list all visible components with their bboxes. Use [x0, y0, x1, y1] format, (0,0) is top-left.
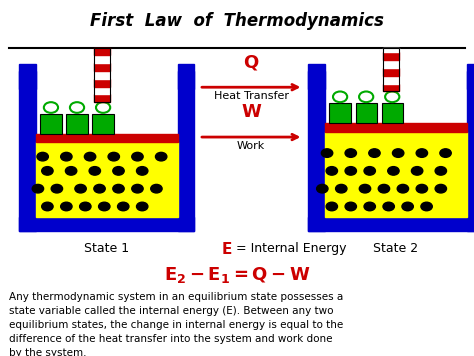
- Circle shape: [61, 152, 72, 161]
- Bar: [94, 48, 110, 102]
- Bar: [40, 114, 62, 134]
- Circle shape: [132, 184, 143, 193]
- Circle shape: [113, 184, 124, 193]
- Bar: [325, 132, 467, 217]
- Bar: [383, 60, 399, 68]
- Circle shape: [402, 202, 413, 211]
- Circle shape: [65, 167, 77, 175]
- Bar: [467, 64, 474, 89]
- Circle shape: [84, 152, 96, 161]
- Bar: [19, 71, 36, 231]
- Circle shape: [118, 202, 129, 211]
- Circle shape: [326, 167, 337, 175]
- Bar: [356, 103, 377, 123]
- Bar: [329, 103, 351, 123]
- Circle shape: [113, 167, 124, 175]
- Circle shape: [392, 149, 404, 157]
- Bar: [178, 71, 194, 231]
- Circle shape: [440, 149, 451, 157]
- Circle shape: [364, 167, 375, 175]
- Text: State 1: State 1: [84, 242, 129, 255]
- Bar: [383, 48, 399, 52]
- Bar: [383, 76, 399, 84]
- Bar: [94, 63, 110, 71]
- Text: W: W: [241, 103, 261, 121]
- Circle shape: [416, 184, 428, 193]
- Bar: [94, 71, 110, 79]
- Bar: [36, 134, 178, 142]
- Circle shape: [99, 202, 110, 211]
- Bar: [383, 52, 399, 60]
- Circle shape: [32, 184, 44, 193]
- Circle shape: [80, 202, 91, 211]
- Circle shape: [345, 202, 356, 211]
- Bar: [382, 103, 403, 123]
- Circle shape: [326, 202, 337, 211]
- Bar: [308, 64, 325, 89]
- Text: First  Law  of  Thermodynamics: First Law of Thermodynamics: [90, 12, 384, 31]
- Circle shape: [435, 167, 447, 175]
- Circle shape: [42, 167, 53, 175]
- Bar: [19, 217, 194, 231]
- Circle shape: [37, 152, 48, 161]
- Bar: [467, 71, 474, 231]
- Circle shape: [151, 184, 162, 193]
- Circle shape: [89, 167, 100, 175]
- Circle shape: [369, 149, 380, 157]
- Circle shape: [364, 202, 375, 211]
- Bar: [94, 48, 110, 55]
- Circle shape: [435, 184, 447, 193]
- Circle shape: [359, 184, 371, 193]
- Circle shape: [416, 149, 428, 157]
- Text: State 2: State 2: [373, 242, 419, 255]
- Circle shape: [345, 149, 356, 157]
- Text: E: E: [222, 242, 232, 257]
- Circle shape: [75, 184, 86, 193]
- Circle shape: [383, 202, 394, 211]
- Circle shape: [132, 152, 143, 161]
- Bar: [19, 64, 36, 89]
- Text: Q: Q: [244, 53, 259, 71]
- Circle shape: [321, 149, 333, 157]
- Bar: [325, 123, 467, 132]
- Circle shape: [108, 152, 119, 161]
- Bar: [66, 114, 88, 134]
- Bar: [308, 71, 325, 231]
- Circle shape: [137, 167, 148, 175]
- Circle shape: [397, 184, 409, 193]
- Text: Any thermodynamic system in an equilibrium state possesses a
state variable call: Any thermodynamic system in an equilibri…: [9, 292, 344, 356]
- Circle shape: [51, 184, 63, 193]
- Circle shape: [378, 184, 390, 193]
- Circle shape: [336, 184, 347, 193]
- Text: = Internal Energy: = Internal Energy: [232, 242, 347, 255]
- Circle shape: [94, 184, 105, 193]
- Circle shape: [421, 202, 432, 211]
- Bar: [383, 68, 399, 76]
- Circle shape: [61, 202, 72, 211]
- Bar: [383, 84, 399, 91]
- Text: Work: Work: [237, 141, 265, 151]
- Bar: [94, 55, 110, 63]
- Bar: [383, 48, 399, 91]
- Circle shape: [317, 184, 328, 193]
- Bar: [94, 87, 110, 94]
- Circle shape: [388, 167, 399, 175]
- Text: Heat Transfer: Heat Transfer: [214, 91, 289, 101]
- Bar: [92, 114, 114, 134]
- Circle shape: [411, 167, 423, 175]
- Bar: [94, 79, 110, 87]
- Bar: [36, 142, 178, 217]
- Circle shape: [155, 152, 167, 161]
- Bar: [308, 217, 474, 231]
- Circle shape: [345, 167, 356, 175]
- Text: $\mathbf{E_2 - E_1 = Q - W}$: $\mathbf{E_2 - E_1 = Q - W}$: [164, 265, 310, 285]
- Bar: [94, 94, 110, 102]
- Bar: [178, 64, 194, 89]
- Circle shape: [42, 202, 53, 211]
- Circle shape: [137, 202, 148, 211]
